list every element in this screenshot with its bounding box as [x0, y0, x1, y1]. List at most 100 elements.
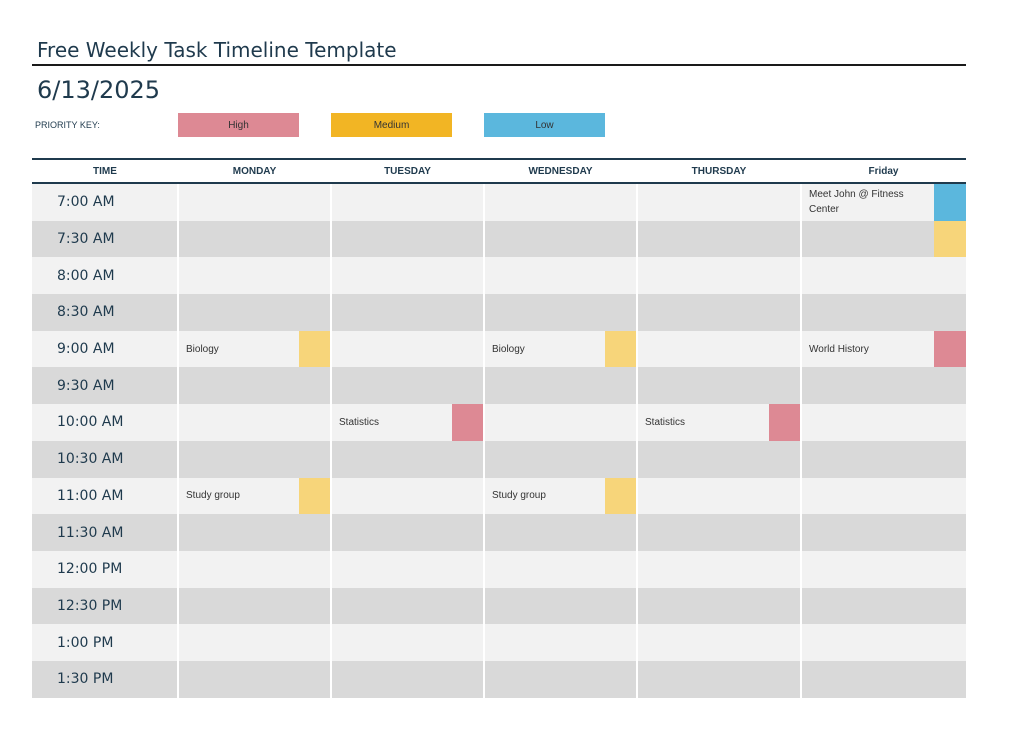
task-cell-wednesday[interactable] [484, 367, 637, 404]
task-cell-wednesday[interactable] [484, 221, 637, 258]
task-cell-monday[interactable] [178, 221, 331, 258]
task-cell-friday[interactable] [801, 661, 966, 698]
column-divider [177, 184, 179, 698]
task-cell-tuesday[interactable] [331, 478, 484, 515]
task-cell-friday[interactable]: World History [801, 330, 966, 368]
task-cell-friday[interactable] [801, 441, 966, 478]
timeline-row: 8:00 AM [32, 257, 966, 295]
priority-marker-medium [605, 330, 637, 368]
task-cell-tuesday[interactable] [331, 661, 484, 698]
task-cell-friday[interactable]: Meet John @ Fitness Center [801, 184, 966, 221]
timeline-grid: 7:00 AM Meet John @ Fitness Center 7:30 AM… [32, 184, 966, 698]
task-cell-wednesday[interactable] [484, 588, 637, 625]
task-cell-thursday[interactable] [637, 367, 801, 404]
task-cell-wednesday[interactable] [484, 404, 637, 441]
task-cell-wednesday[interactable] [484, 661, 637, 698]
time-slot-label: 11:30 AM [57, 524, 124, 541]
task-cell-wednesday[interactable] [484, 514, 637, 551]
task-cell-monday[interactable] [178, 551, 331, 588]
task-cell-monday[interactable] [178, 588, 331, 625]
task-cell-tuesday[interactable] [331, 514, 484, 551]
header-bottom-rule [32, 182, 966, 184]
time-slot-label: 10:00 AM [57, 414, 124, 431]
task-cell-thursday[interactable] [637, 588, 801, 625]
task-cell-thursday[interactable] [637, 624, 801, 661]
task-cell-monday[interactable] [178, 367, 331, 404]
task-cell-thursday[interactable] [637, 184, 801, 221]
column-divider [636, 184, 638, 698]
task-cell-wednesday[interactable] [484, 551, 637, 588]
time-slot-label: 8:30 AM [57, 304, 115, 321]
task-cell-friday[interactable] [801, 624, 966, 661]
task-cell-thursday[interactable] [637, 514, 801, 551]
task-cell-monday[interactable] [178, 294, 331, 331]
priority-marker-high [452, 404, 484, 441]
task-cell-thursday[interactable] [637, 331, 801, 368]
task-cell-monday[interactable]: Study group [178, 477, 331, 515]
priority-marker-medium [299, 330, 331, 368]
task-cell-thursday[interactable] [637, 551, 801, 588]
task-cell-monday[interactable] [178, 404, 331, 441]
task-cell-thursday[interactable] [637, 221, 801, 258]
column-header-thursday: THURSDAY [691, 165, 747, 177]
task-cell-wednesday[interactable]: Biology [484, 330, 637, 368]
task-cell-monday[interactable] [178, 257, 331, 294]
task-cell-tuesday[interactable] [331, 624, 484, 661]
task-cell-tuesday[interactable] [331, 294, 484, 331]
task-label: Statistics [339, 416, 380, 428]
task-cell-monday[interactable] [178, 441, 331, 478]
task-cell-thursday[interactable]: Statistics [637, 404, 801, 441]
task-cell-thursday[interactable] [637, 478, 801, 515]
task-cell-friday[interactable] [801, 588, 966, 625]
task-cell-friday[interactable] [801, 478, 966, 515]
task-cell-tuesday[interactable] [331, 184, 484, 221]
schedule-date: 6/13/2025 [37, 76, 161, 104]
timeline-row: 1:30 PM [32, 660, 966, 698]
task-cell-friday[interactable] [801, 404, 966, 441]
task-cell-wednesday[interactable] [484, 257, 637, 294]
task-cell-tuesday[interactable] [331, 441, 484, 478]
task-cell-thursday[interactable] [637, 257, 801, 294]
column-header-friday: Friday [868, 165, 899, 177]
task-cell-friday[interactable] [801, 220, 966, 258]
title-divider [32, 64, 966, 66]
task-cell-tuesday[interactable] [331, 331, 484, 368]
task-label: Biology [492, 343, 525, 355]
task-cell-monday[interactable] [178, 184, 331, 221]
page-title: Free Weekly Task Timeline Template [37, 38, 397, 62]
task-cell-friday[interactable] [801, 514, 966, 551]
task-cell-wednesday[interactable] [484, 294, 637, 331]
priority-marker-medium [605, 477, 637, 515]
task-cell-tuesday[interactable] [331, 588, 484, 625]
column-header-tuesday: TUESDAY [384, 165, 431, 177]
column-divider [483, 184, 485, 698]
task-cell-tuesday[interactable] [331, 367, 484, 404]
task-cell-monday[interactable] [178, 661, 331, 698]
task-cell-wednesday[interactable]: Study group [484, 477, 637, 515]
task-cell-wednesday[interactable] [484, 441, 637, 478]
task-cell-monday[interactable] [178, 624, 331, 661]
task-cell-tuesday[interactable]: Statistics [331, 404, 484, 441]
task-cell-thursday[interactable] [637, 294, 801, 331]
priority-key-low: Low [484, 113, 605, 137]
task-label: Statistics [645, 416, 686, 428]
time-slot-label: 7:30 AM [57, 231, 115, 248]
task-cell-friday[interactable] [801, 367, 966, 404]
task-cell-wednesday[interactable] [484, 624, 637, 661]
task-cell-monday[interactable]: Biology [178, 330, 331, 368]
task-cell-friday[interactable] [801, 294, 966, 331]
task-cell-thursday[interactable] [637, 661, 801, 698]
time-slot-label: 7:00 AM [57, 194, 115, 211]
priority-marker-medium [934, 220, 966, 258]
task-cell-friday[interactable] [801, 257, 966, 294]
timeline-row: 10:30 AM [32, 440, 966, 478]
task-cell-tuesday[interactable] [331, 551, 484, 588]
task-label: Study group [186, 490, 240, 502]
task-cell-monday[interactable] [178, 514, 331, 551]
column-divider [800, 184, 802, 698]
task-cell-thursday[interactable] [637, 441, 801, 478]
task-cell-wednesday[interactable] [484, 184, 637, 221]
task-cell-friday[interactable] [801, 551, 966, 588]
task-cell-tuesday[interactable] [331, 257, 484, 294]
task-cell-tuesday[interactable] [331, 221, 484, 258]
